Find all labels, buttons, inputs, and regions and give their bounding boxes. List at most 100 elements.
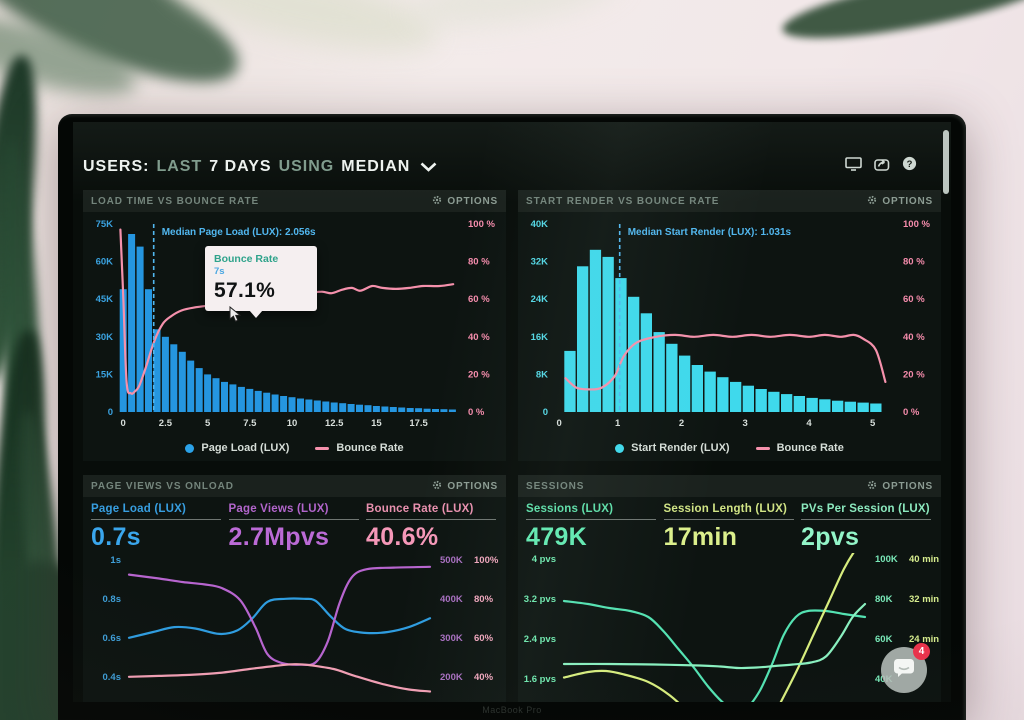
svg-text:16K: 16K (531, 332, 549, 343)
legend-label: Bounce Rate (336, 442, 404, 454)
svg-text:7.5: 7.5 (243, 418, 257, 429)
metric-session-length: Session Length (LUX) 17min (663, 503, 794, 553)
tooltip-title: Bounce Rate (214, 253, 279, 265)
plant-leaf (778, 0, 1024, 53)
panel-load-time-vs-bounce-rate: LOAD TIME VS BOUNCE RATE OPTIONS 75K 60K 4… (83, 190, 506, 461)
svg-text:Median Page Load (LUX): 2.056s: Median Page Load (LUX): 2.056s (162, 227, 316, 238)
svg-text:1.6 pvs: 1.6 pvs (524, 674, 556, 685)
display-icon[interactable] (845, 156, 862, 176)
svg-text:100%: 100% (474, 555, 499, 566)
options-button[interactable]: OPTIONS (432, 195, 498, 208)
notification-badge: 4 (913, 643, 930, 660)
svg-text:32K: 32K (531, 257, 549, 268)
svg-text:32 min: 32 min (909, 594, 939, 605)
legend-item[interactable]: Bounce Rate (315, 442, 404, 454)
svg-text:0 %: 0 % (468, 407, 485, 418)
svg-text:8K: 8K (536, 369, 548, 380)
chevron-down-icon[interactable] (420, 162, 437, 172)
svg-text:400K: 400K (440, 594, 463, 605)
chart-legend: Start Render (LUX) Bounce Rate (518, 435, 941, 461)
panel-title: LOAD TIME VS BOUNCE RATE (91, 195, 260, 207)
median-label: MEDIAN (341, 158, 411, 175)
svg-text:100K: 100K (875, 554, 898, 565)
svg-text:24K: 24K (531, 294, 549, 305)
share-icon[interactable] (874, 157, 890, 176)
svg-text:17.5: 17.5 (409, 418, 428, 429)
tooltip-x-value: 7s (214, 266, 225, 277)
svg-text:0.8s: 0.8s (103, 594, 122, 605)
using-label: USING (278, 158, 335, 175)
svg-text:2.4 pvs: 2.4 pvs (524, 634, 556, 645)
panel-header: START RENDER VS BOUNCE RATE OPTIONS (518, 190, 941, 212)
gear-icon (432, 480, 442, 493)
scrollbar-thumb[interactable] (943, 130, 949, 194)
help-icon[interactable]: ? (902, 156, 917, 176)
sessions-chart[interactable]: 4 pvs 3.2 pvs 2.4 pvs 1.6 pvs 100K 40 min 80K 3… (518, 537, 941, 702)
options-button[interactable]: OPTIONS (867, 480, 933, 493)
svg-text:40 %: 40 % (903, 332, 925, 343)
metric-bounce-rate: Bounce Rate (LUX) 40.6% (366, 503, 496, 553)
legend-item[interactable]: Bounce Rate (755, 442, 844, 454)
page-views-chart[interactable]: 1s 0.8s 0.6s 0.4s 500K 100% 400K 80% 300K 60% 200K… (83, 553, 506, 702)
svg-text:40 min: 40 min (909, 554, 939, 565)
options-button[interactable]: OPTIONS (867, 195, 933, 208)
legend-label: Start Render (LUX) (631, 442, 730, 454)
page-title[interactable]: USERS: LAST 7 DAYS USING MEDIAN (83, 158, 437, 176)
load-time-chart[interactable]: 75K 60K 45K 30K 15K 0 100 % 80 % 60 % 40 % 20 % 0 %… (83, 212, 506, 430)
dot-swatch (185, 443, 195, 453)
metric-label: PVs Per Session (LUX) (801, 503, 930, 515)
panel-title: PAGE VIEWS VS ONLOAD (91, 480, 234, 492)
line-swatch (315, 446, 330, 450)
panel-grid: LOAD TIME VS BOUNCE RATE OPTIONS 75K 60K 4… (73, 186, 951, 702)
svg-text:45K: 45K (96, 294, 114, 305)
panel-start-render-vs-bounce-rate: START RENDER VS BOUNCE RATE OPTIONS 40K 3… (518, 190, 941, 461)
chart-area: 75K 60K 45K 30K 15K 0 100 % 80 % 60 % 40 % 20 % 0 %… (83, 212, 506, 461)
start-render-chart[interactable]: 40K 32K 24K 16K 8K 0 100 % 80 % 60 % 40 % 20 % 0 % 0… (518, 212, 941, 430)
options-label: OPTIONS (447, 480, 498, 492)
metric-row: Sessions (LUX) 479K Session Length (LUX)… (518, 497, 941, 553)
svg-text:0.6s: 0.6s (103, 633, 122, 644)
svg-text:100 %: 100 % (468, 219, 495, 230)
panel-header: LOAD TIME VS BOUNCE RATE OPTIONS (83, 190, 506, 212)
svg-text:75K: 75K (96, 219, 114, 230)
options-label: OPTIONS (882, 195, 933, 207)
gear-icon (432, 195, 442, 208)
svg-text:40K: 40K (531, 219, 549, 230)
laptop-brand: MacBook Pro (482, 705, 542, 715)
panel-sessions: SESSIONS OPTIONS Sessions (LUX) 479K Ses… (518, 475, 941, 702)
metric-label: Page Views (LUX) (228, 503, 329, 515)
legend-item[interactable]: Page Load (LUX) (185, 442, 289, 454)
svg-text:20 %: 20 % (903, 369, 925, 380)
chart-area: 4 pvs 3.2 pvs 2.4 pvs 1.6 pvs 100K 40 min 80K 3… (518, 537, 941, 702)
legend-label: Page Load (LUX) (201, 442, 290, 454)
svg-text:30K: 30K (96, 332, 114, 343)
options-button[interactable]: OPTIONS (432, 480, 498, 493)
svg-text:80 %: 80 % (468, 257, 490, 268)
svg-text:20 %: 20 % (468, 369, 490, 380)
svg-text:500K: 500K (440, 555, 463, 566)
svg-text:200K: 200K (440, 672, 463, 683)
svg-text:0: 0 (121, 418, 126, 429)
panel-header: PAGE VIEWS VS ONLOAD OPTIONS (83, 475, 506, 497)
chat-widget-button[interactable]: 4 (881, 643, 930, 693)
metric-value: 2pvs (801, 523, 860, 551)
metric-page-views: Page Views (LUX) 2.7Mpvs (228, 503, 359, 553)
svg-text:0: 0 (556, 418, 561, 429)
svg-text:Median Start Render (LUX): 1.0: Median Start Render (LUX): 1.031s (628, 227, 792, 238)
svg-text:0.4s: 0.4s (103, 672, 122, 683)
svg-text:5: 5 (205, 418, 211, 429)
svg-text:300K: 300K (440, 633, 463, 644)
svg-text:24 min: 24 min (909, 634, 939, 645)
svg-text:3: 3 (743, 418, 748, 429)
chart-legend: Page Load (LUX) Bounce Rate (83, 435, 506, 461)
svg-text:60K: 60K (875, 634, 893, 645)
laptop: USERS: LAST 7 DAYS USING MEDIAN (58, 114, 966, 720)
legend-item[interactable]: Start Render (LUX) (615, 442, 730, 454)
mouse-cursor (229, 305, 242, 328)
svg-text:60%: 60% (474, 633, 494, 644)
metric-value: 2.7Mpvs (228, 523, 330, 551)
gear-icon (867, 480, 877, 493)
svg-text:40 %: 40 % (468, 332, 490, 343)
metric-value: 17min (663, 523, 738, 551)
